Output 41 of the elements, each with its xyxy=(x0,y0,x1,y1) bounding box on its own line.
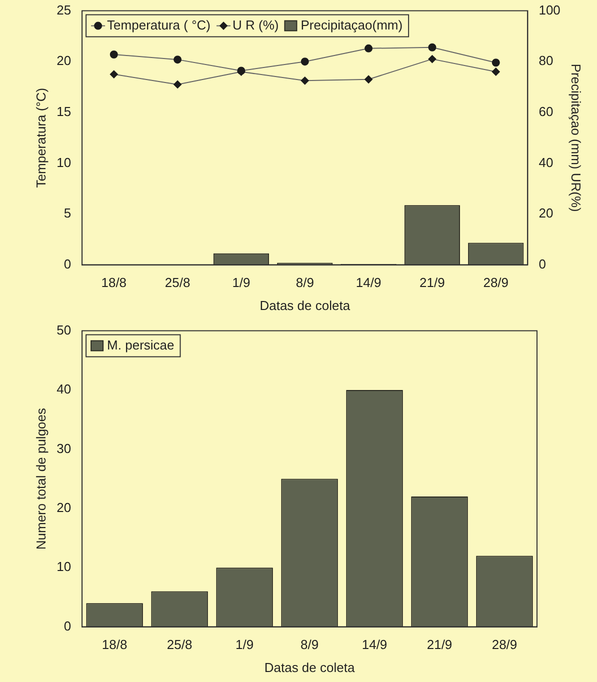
y2-tick-label: 60 xyxy=(538,104,554,119)
y-tick-label: 10 xyxy=(56,559,72,574)
legend-label: U R (%) xyxy=(232,17,279,32)
y2-tick-label: 0 xyxy=(538,256,546,272)
y-tick-label: 20 xyxy=(56,53,72,68)
x-tick-label: 1/9 xyxy=(236,637,254,652)
y-axis-title: Temperatura (°C) xyxy=(33,88,48,188)
x-tick-label: 28/9 xyxy=(483,275,509,290)
legend-label: M. persicae xyxy=(107,337,174,352)
x-tick-label: 28/9 xyxy=(492,637,518,652)
y-tick-label: 25 xyxy=(56,2,72,18)
x-tick-label: 1/9 xyxy=(232,275,250,290)
x-tick-label: 21/9 xyxy=(426,637,452,652)
x-tick-label: 14/9 xyxy=(356,275,382,290)
y2-tick-label: 80 xyxy=(538,53,554,68)
y-tick-label: 40 xyxy=(56,382,72,397)
x-axis-title: Datas de coleta xyxy=(264,660,356,675)
y-tick-label: 20 xyxy=(56,500,72,515)
x-tick-label: 18/8 xyxy=(102,637,128,652)
y-tick-label: 30 xyxy=(56,440,72,456)
x-tick-label: 25/8 xyxy=(166,637,192,652)
legend-label: Temperatura ( °C) xyxy=(107,17,211,32)
y2-tick-label: 20 xyxy=(538,206,554,221)
y-tick-label: 0 xyxy=(64,256,72,272)
x-tick-label: 14/9 xyxy=(362,637,388,652)
legend-label: Precipitaçao(mm) xyxy=(300,17,403,32)
y2-tick-label: 100 xyxy=(538,2,560,18)
x-tick-label: 21/9 xyxy=(420,275,445,290)
x-tick-label: 18/8 xyxy=(101,275,127,290)
y-tick-label: 50 xyxy=(56,322,72,338)
y-tick-label: 10 xyxy=(56,154,72,170)
y-tick-label: 0 xyxy=(64,618,72,634)
y2-tick-label: 40 xyxy=(538,154,554,170)
x-axis-title: Datas de coleta xyxy=(260,298,351,313)
x-tick-label: 8/9 xyxy=(296,275,314,290)
x-tick-label: 25/8 xyxy=(164,275,190,290)
y-tick-label: 15 xyxy=(56,104,72,119)
y2-axis-title: Precipitaçao (mm) UR(%) xyxy=(568,64,584,212)
y-tick-label: 5 xyxy=(64,206,72,221)
y-axis-title: Numero total de pulgoes xyxy=(33,407,48,550)
x-tick-label: 8/9 xyxy=(300,637,319,652)
